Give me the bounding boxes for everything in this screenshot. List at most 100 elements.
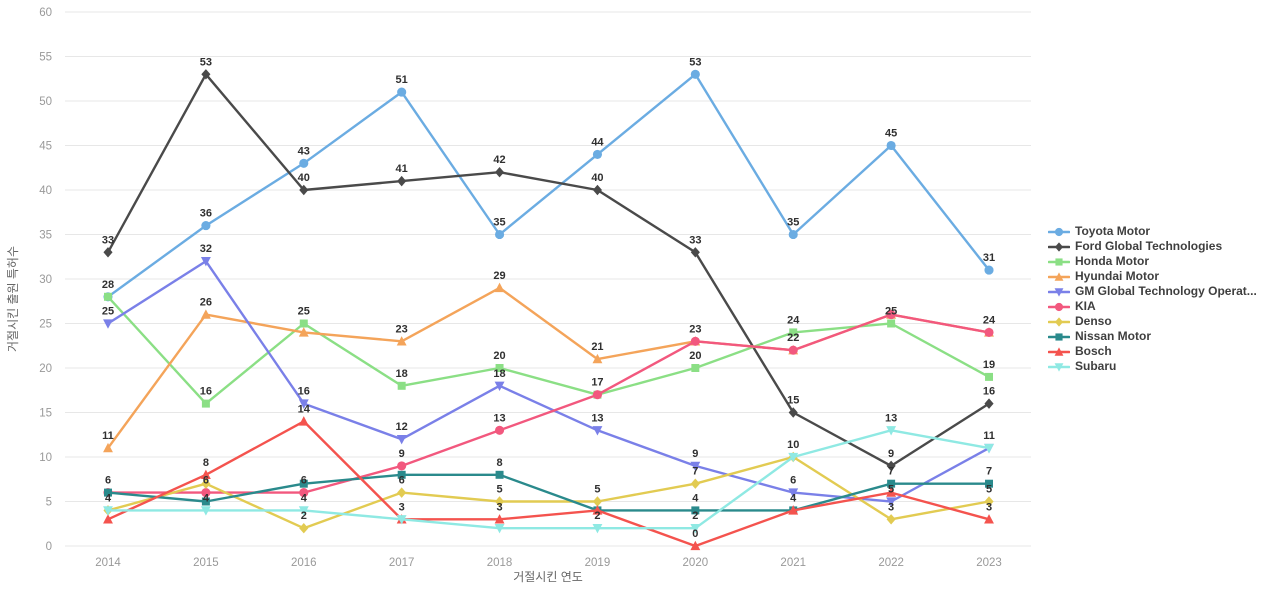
legend-marker-icon [1048,241,1070,252]
point-label: 9 [692,448,698,460]
point-label: 41 [396,163,408,175]
point-label: 20 [493,350,505,362]
legend-marker-icon [1048,332,1070,341]
series-honda-motor[interactable] [104,292,993,408]
legend-item-nissan-motor[interactable]: Nissan Motor [1048,329,1257,344]
point-label: 35 [787,217,799,229]
point-label: 51 [396,74,408,86]
point-label: 4 [692,492,699,504]
point-label: 24 [787,314,800,326]
x-tick-label: 2019 [585,557,611,569]
legend-item-kia[interactable]: KIA [1048,299,1257,314]
point-label: 7 [888,466,894,478]
y-tick-label: 10 [39,452,52,464]
legend-item-label: Subaru [1075,359,1117,373]
series-bosch[interactable] [103,416,994,551]
point-label: 8 [203,457,209,469]
point-label: 35 [493,217,505,229]
x-tick-label: 2015 [193,557,219,569]
y-tick-label: 30 [39,274,52,286]
legend-item-label: Honda Motor [1075,254,1149,268]
point-label: 4 [790,492,797,504]
point-label: 5 [594,484,600,496]
point-label: 7 [692,466,698,478]
legend-item-honda-motor[interactable]: Honda Motor [1048,254,1257,269]
legend-item-gm-global-technology-operat[interactable]: GM Global Technology Operat... [1048,284,1257,299]
point-label: 25 [885,306,897,318]
series-subaru[interactable] [103,426,994,534]
point-label: 2 [594,510,600,522]
legend-item-toyota-motor[interactable]: Toyota Motor [1048,224,1257,239]
legend-item-label: GM Global Technology Operat... [1075,284,1257,298]
y-axis-tick-labels: 0 5 10 15 20 25 30 35 40 45 50 55 60 [39,7,52,553]
x-tick-label: 2017 [389,557,415,569]
point-label: 25 [102,306,114,318]
legend-item-denso[interactable]: Denso [1048,314,1257,329]
series-lines[interactable] [103,69,994,551]
legend-item-label: Ford Global Technologies [1075,239,1223,253]
point-label: 31 [983,252,995,264]
point-label: 15 [787,395,799,407]
point-label: 6 [399,475,405,487]
point-label: 6 [105,475,111,487]
point-label: 23 [396,323,408,335]
point-label: 29 [493,270,505,282]
data-point-labels: 2836435135445335453133534041424033159161… [102,56,996,540]
point-label: 2 [692,510,698,522]
point-label: 5 [496,484,502,496]
legend-marker-icon [1048,257,1070,266]
point-label: 6 [203,475,209,487]
legend-marker-icon [1048,346,1070,356]
series-kia[interactable] [103,310,994,498]
point-label: 23 [689,323,701,335]
x-tick-label: 2021 [780,557,806,569]
series-denso[interactable] [103,451,994,534]
y-tick-label: 25 [39,319,52,331]
point-label: 53 [200,56,212,68]
point-label: 16 [200,386,212,398]
point-label: 6 [301,475,307,487]
y-tick-label: 40 [39,185,52,197]
legend-item-bosch[interactable]: Bosch [1048,344,1257,359]
point-label: 8 [496,457,502,469]
point-label: 6 [790,475,796,487]
series-toyota-motor[interactable] [103,69,994,302]
legend-marker-icon [1048,271,1070,281]
point-label: 12 [396,421,408,433]
point-label: 13 [493,412,505,424]
point-label: 3 [888,501,894,513]
x-tick-label: 2014 [95,557,121,569]
point-label: 13 [591,412,603,424]
y-tick-label: 55 [39,52,52,64]
x-tick-label: 2020 [683,557,709,569]
point-label: 10 [787,439,799,451]
y-tick-label: 0 [46,541,52,553]
legend-item-label: KIA [1075,299,1096,313]
legend-item-hyundai-motor[interactable]: Hyundai Motor [1048,269,1257,284]
point-label: 40 [298,172,310,184]
point-label: 33 [102,234,114,246]
point-label: 21 [591,341,603,353]
series-ford-global-technologies[interactable] [103,69,994,472]
y-tick-label: 35 [39,230,52,242]
legend-item-subaru[interactable]: Subaru [1048,359,1257,374]
point-label: 14 [298,403,311,415]
legend-marker-icon [1048,287,1070,297]
legend-item-label: Denso [1075,314,1112,328]
y-axis-title: 거절시킨 출원 특허수 [6,246,20,352]
point-label: 26 [200,297,212,309]
x-tick-label: 2022 [878,557,904,569]
point-label: 16 [298,386,310,398]
legend-marker-icon [1048,302,1070,311]
y-tick-label: 15 [39,408,52,420]
x-tick-label: 2018 [487,557,513,569]
legend-item-ford-global-technologies[interactable]: Ford Global Technologies [1048,239,1257,254]
y-tick-label: 5 [46,497,52,509]
point-label: 2 [301,510,307,522]
point-label: 11 [102,430,114,442]
legend-marker-icon [1048,227,1070,236]
point-label: 36 [200,208,212,220]
point-label: 4 [203,492,210,504]
